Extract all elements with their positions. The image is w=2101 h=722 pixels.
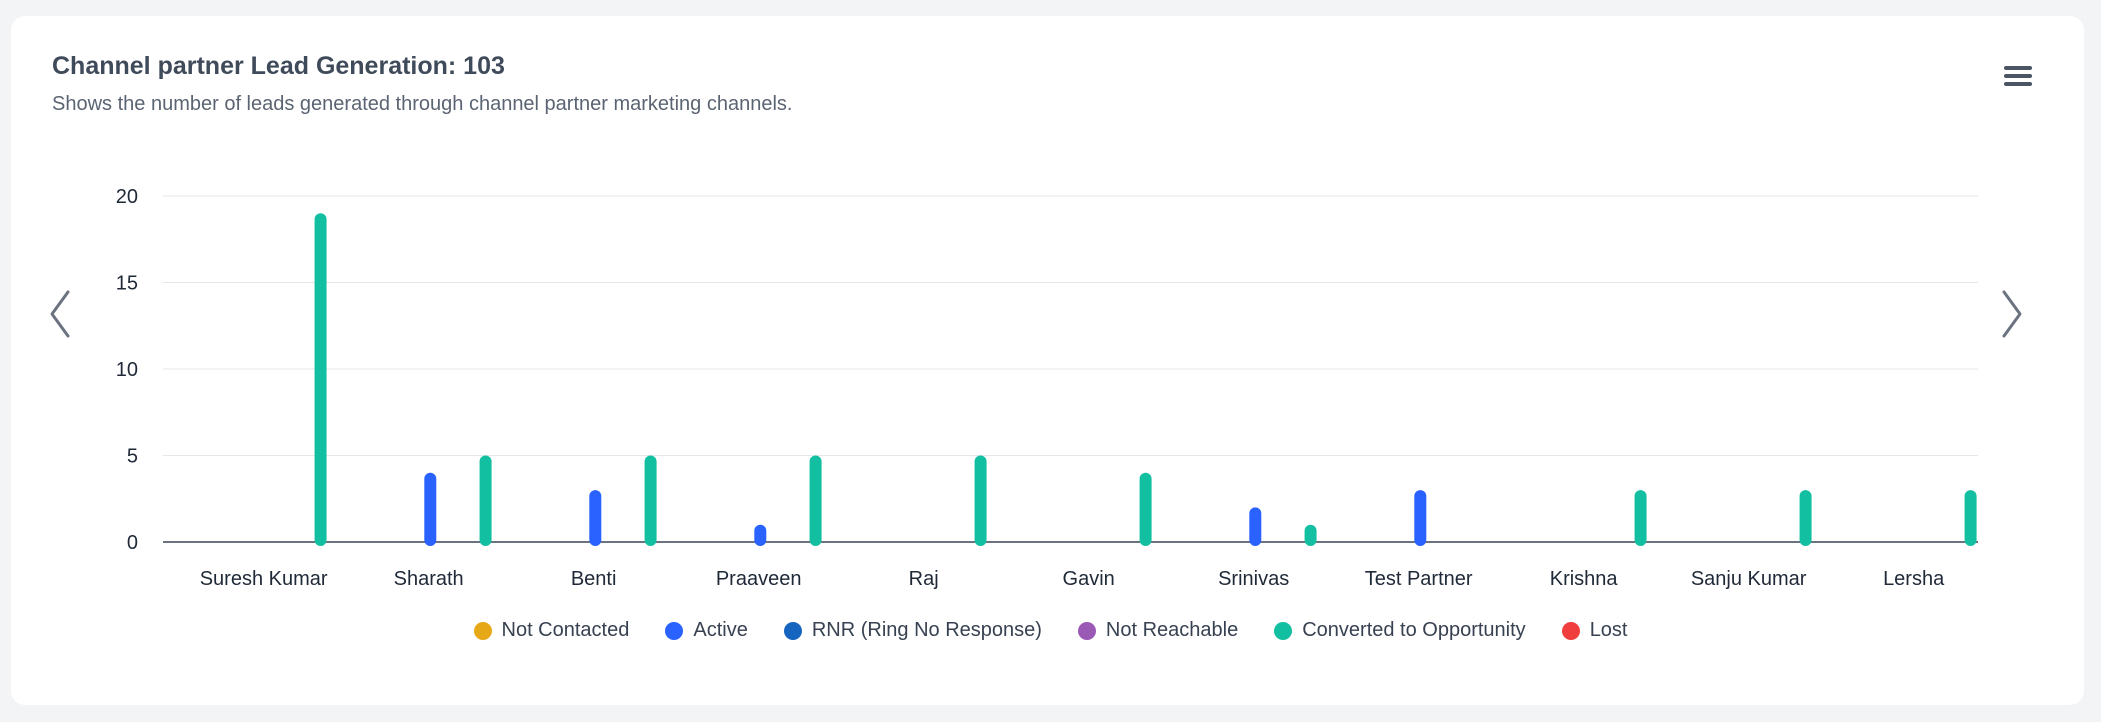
bar-converted-to-opportunity xyxy=(809,455,822,546)
legend-label: RNR (Ring No Response) xyxy=(811,619,1042,641)
legend-item[interactable]: Not Contacted xyxy=(473,619,630,642)
chevron-left-glyph xyxy=(50,290,70,338)
y-tick-label: 10 xyxy=(116,359,138,381)
hamburger-menu-icon[interactable] xyxy=(2004,66,2034,96)
x-tick-label: Srinivas xyxy=(1218,568,1289,590)
y-tick-label: 20 xyxy=(116,186,138,208)
chart-legend: Not Contacted Active RNR (Ring No Response… xyxy=(0,619,2101,642)
bar-active xyxy=(754,524,767,546)
chart-card xyxy=(11,16,2084,705)
bar-converted-to-opportunity xyxy=(1139,472,1152,546)
chart-subtitle: Shows the number of leads generated thro… xyxy=(52,93,793,115)
bar-active xyxy=(424,472,437,546)
legend-label: Converted to Opportunity xyxy=(1302,619,1526,641)
bar-converted-to-opportunity xyxy=(1634,490,1647,546)
x-tick-label: Sanju Kumar xyxy=(1691,568,1807,590)
x-tick-label: Lersha xyxy=(1883,568,1945,590)
legend-dot-icon xyxy=(1561,621,1580,640)
menu-line xyxy=(2004,82,2032,86)
legend-label: Not Reachable xyxy=(1105,619,1239,641)
bar-active xyxy=(1249,507,1262,546)
bar-converted-to-opportunity xyxy=(1964,490,1977,546)
y-tick-label: 5 xyxy=(127,446,138,468)
legend-label: Lost xyxy=(1589,619,1628,641)
bar-converted-to-opportunity xyxy=(974,455,987,546)
bar-converted-to-opportunity xyxy=(1304,524,1317,546)
legend-item[interactable]: Active xyxy=(665,619,748,642)
bar-active xyxy=(1414,490,1427,546)
legend-label: Active xyxy=(693,619,748,641)
chart-title: Channel partner Lead Generation: 103 xyxy=(52,52,505,80)
legend-dot-icon xyxy=(783,621,802,640)
legend-label: Not Contacted xyxy=(501,619,630,641)
chevron-right-icon[interactable] xyxy=(1996,288,2026,340)
bar-converted-to-opportunity xyxy=(644,455,657,546)
bar-active xyxy=(589,490,602,546)
x-tick-label: Krishna xyxy=(1550,568,1619,590)
x-tick-label: Gavin xyxy=(1063,568,1115,590)
legend-dot-icon xyxy=(473,621,492,640)
legend-dot-icon xyxy=(665,621,684,640)
chevron-left-icon[interactable] xyxy=(46,288,76,340)
legend-dot-icon xyxy=(1077,621,1096,640)
x-tick-label: Suresh Kumar xyxy=(200,568,328,590)
bar-converted-to-opportunity xyxy=(314,213,327,547)
y-tick-label: 0 xyxy=(127,532,138,554)
y-tick-label: 15 xyxy=(116,273,138,295)
legend-item[interactable]: RNR (Ring No Response) xyxy=(783,619,1042,642)
legend-item[interactable]: Converted to Opportunity xyxy=(1274,619,1526,642)
chevron-right-glyph xyxy=(2002,290,2022,338)
x-tick-label: Sharath xyxy=(394,568,464,590)
x-tick-label: Test Partner xyxy=(1365,568,1473,590)
bar-converted-to-opportunity xyxy=(1799,490,1812,546)
x-tick-label: Praaveen xyxy=(716,568,802,590)
x-tick-label: Raj xyxy=(909,568,939,590)
bar-converted-to-opportunity xyxy=(479,455,492,546)
legend-item[interactable]: Lost xyxy=(1561,619,1628,642)
menu-line xyxy=(2004,74,2032,78)
legend-dot-icon xyxy=(1274,621,1293,640)
menu-line xyxy=(2004,66,2032,70)
legend-item[interactable]: Not Reachable xyxy=(1077,619,1239,642)
x-tick-label: Benti xyxy=(571,568,617,590)
